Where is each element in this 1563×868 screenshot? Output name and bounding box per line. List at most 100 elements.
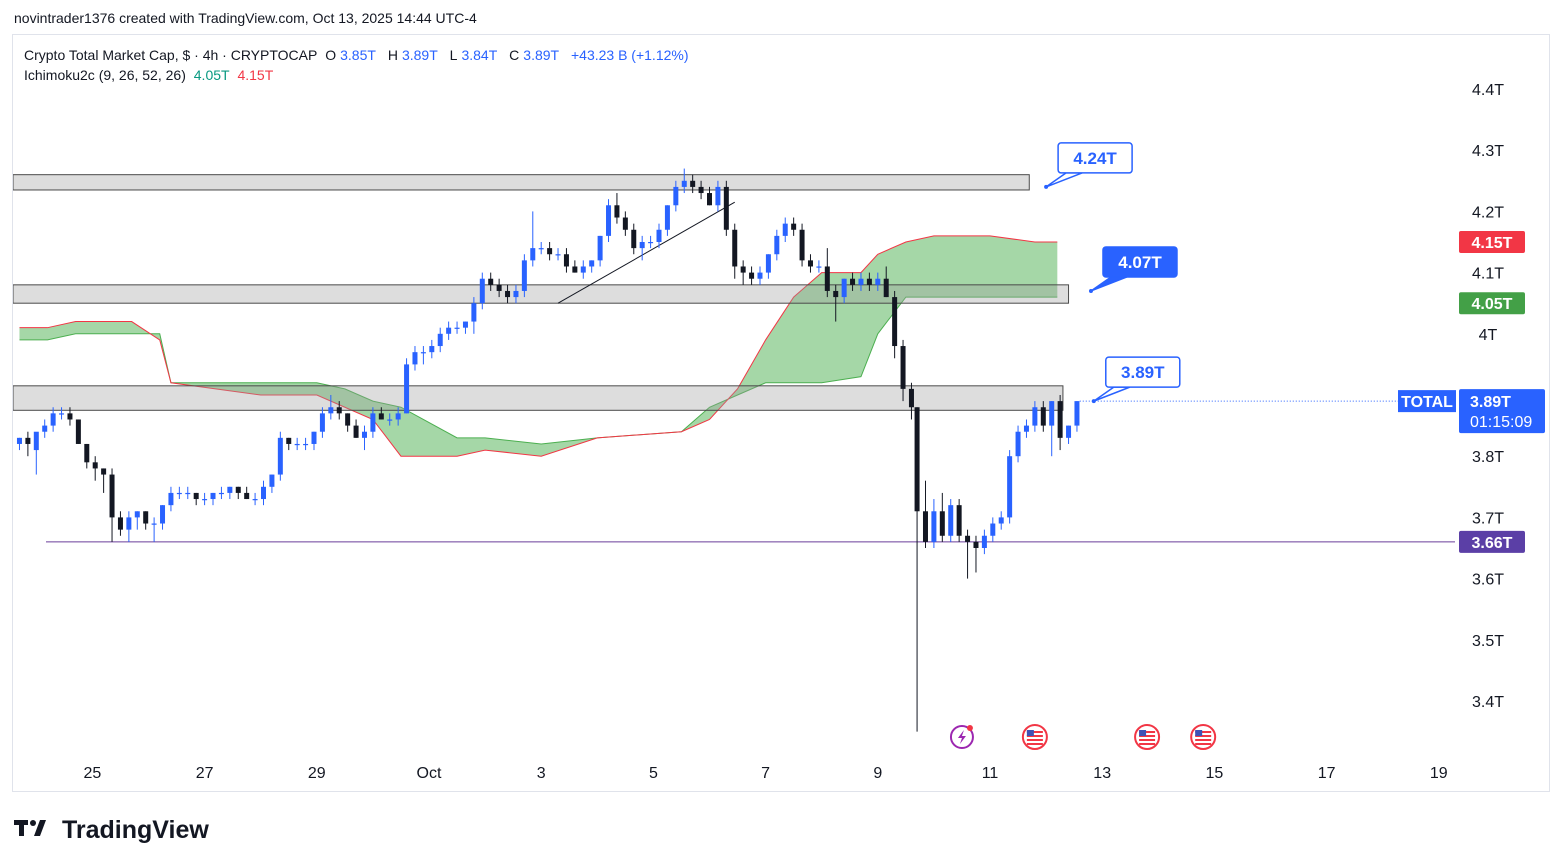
candle-body — [109, 474, 115, 518]
event-flag-canton — [1026, 730, 1034, 736]
candle-body — [791, 223, 797, 230]
legend-indicator-b: 4.15T — [237, 67, 274, 83]
candle-body — [176, 492, 182, 495]
candle-body — [998, 517, 1004, 524]
candle-body — [799, 229, 805, 261]
callout-anchor — [1088, 288, 1093, 293]
legend-open-label: O — [325, 47, 337, 63]
candle-body — [286, 437, 292, 444]
candle-body — [513, 290, 519, 298]
candle-body — [92, 462, 98, 469]
candle-body — [437, 333, 443, 347]
candle-body — [1040, 407, 1046, 426]
x-axis-tick-label: 5 — [649, 765, 658, 782]
candle-body — [319, 413, 325, 432]
candle-body — [572, 266, 578, 273]
ichimoku-span-b — [19, 235, 1058, 457]
candle-body — [1032, 407, 1038, 426]
candle-body — [673, 186, 679, 206]
candle-body — [210, 492, 216, 500]
candle-body — [538, 248, 544, 250]
candle-body — [462, 321, 468, 328]
candle-body — [479, 278, 485, 304]
candle-body — [931, 511, 937, 542]
x-axis-tick-label: 17 — [1318, 765, 1336, 782]
event-flag-stripe — [1139, 743, 1156, 745]
candle-body — [580, 266, 586, 273]
candle-body — [656, 229, 662, 242]
event-flag-canton — [1195, 730, 1203, 736]
event-flag-stripe — [1139, 731, 1156, 733]
candle-body — [420, 352, 426, 354]
x-axis-tick-label: 27 — [196, 765, 214, 782]
candle-body — [749, 272, 755, 279]
callout-anchor — [1044, 184, 1049, 189]
tradingview-logo[interactable]: TradingView — [14, 816, 209, 845]
candle-body — [202, 499, 208, 501]
candle-body — [883, 278, 889, 298]
candle-body — [33, 431, 39, 451]
callout-box — [1057, 142, 1133, 174]
candle-body — [1015, 431, 1021, 457]
event-flag-stripe — [1026, 743, 1043, 745]
candle-body — [681, 180, 687, 187]
candle-body — [412, 352, 418, 365]
current-countdown-label: 01:15:09 — [1470, 414, 1532, 431]
x-axis-tick-label: 7 — [761, 765, 770, 782]
callout-pointer — [1045, 172, 1083, 188]
callout-label: 3.89T — [1121, 363, 1165, 382]
y-axis-tick-label: 3.5T — [1472, 633, 1504, 650]
candle-body — [193, 492, 199, 500]
candle-body — [547, 248, 553, 255]
x-axis-tick-label: 29 — [308, 765, 326, 782]
candle-body — [1007, 456, 1013, 518]
candle-body — [900, 346, 906, 389]
y-axis-tick-label: 4.4T — [1472, 82, 1504, 99]
candle-body — [454, 327, 460, 329]
callout-box — [1102, 246, 1178, 278]
event-bolt-glyph — [957, 730, 966, 744]
candle-body — [311, 431, 317, 444]
candle-body — [757, 272, 763, 279]
candle-body — [740, 266, 746, 273]
candle-body — [277, 437, 283, 475]
candle-body — [1057, 401, 1063, 438]
candle-body — [948, 505, 954, 536]
candle-body — [101, 468, 107, 475]
current-symbol-tag — [1398, 390, 1456, 413]
candle-body — [336, 407, 342, 414]
ichimoku-cloud — [19, 235, 1058, 457]
candle-body — [707, 193, 712, 206]
legend-symbol[interactable]: Crypto Total Market Cap, $ · 4h · CRYPTO… — [24, 47, 318, 63]
legend-indicator[interactable]: Ichimoku2c (9, 26, 52, 26) — [24, 67, 186, 83]
zone-low — [13, 385, 1064, 411]
event-flag-stripe — [1139, 735, 1156, 737]
event-flag-canton — [1139, 730, 1147, 736]
current-symbol-label: TOTAL — [1401, 394, 1453, 411]
legend-close: 3.89T — [523, 47, 560, 63]
zone-top — [13, 174, 1030, 191]
candle-body — [50, 413, 56, 426]
y-axis-tick-label: 4T — [1479, 327, 1498, 344]
candle-body — [956, 505, 962, 536]
y-axis-tick-label: 3.7T — [1472, 510, 1504, 527]
x-axis-tick-label: 9 — [873, 765, 882, 782]
candle-body — [235, 486, 241, 493]
legend-high-label: H — [387, 47, 398, 63]
legend-high: 3.89T — [401, 47, 438, 63]
current-price-tag — [1459, 389, 1545, 434]
candle-body — [143, 511, 149, 524]
legend-row-indicator: Ichimoku2c (9, 26, 52, 26) 4.05T 4.15T — [24, 65, 693, 85]
chart-frame — [12, 34, 1550, 792]
candle-body — [914, 407, 920, 512]
candle-body — [252, 499, 258, 501]
event-flag-stripe — [1139, 739, 1156, 741]
price-tag-label: 3.66T — [1472, 535, 1513, 552]
candle-body — [218, 492, 224, 495]
candle-body — [25, 437, 31, 444]
candle-body — [59, 413, 65, 415]
candle-body — [723, 186, 729, 230]
candle-body — [698, 186, 704, 194]
candle-body — [939, 511, 945, 536]
